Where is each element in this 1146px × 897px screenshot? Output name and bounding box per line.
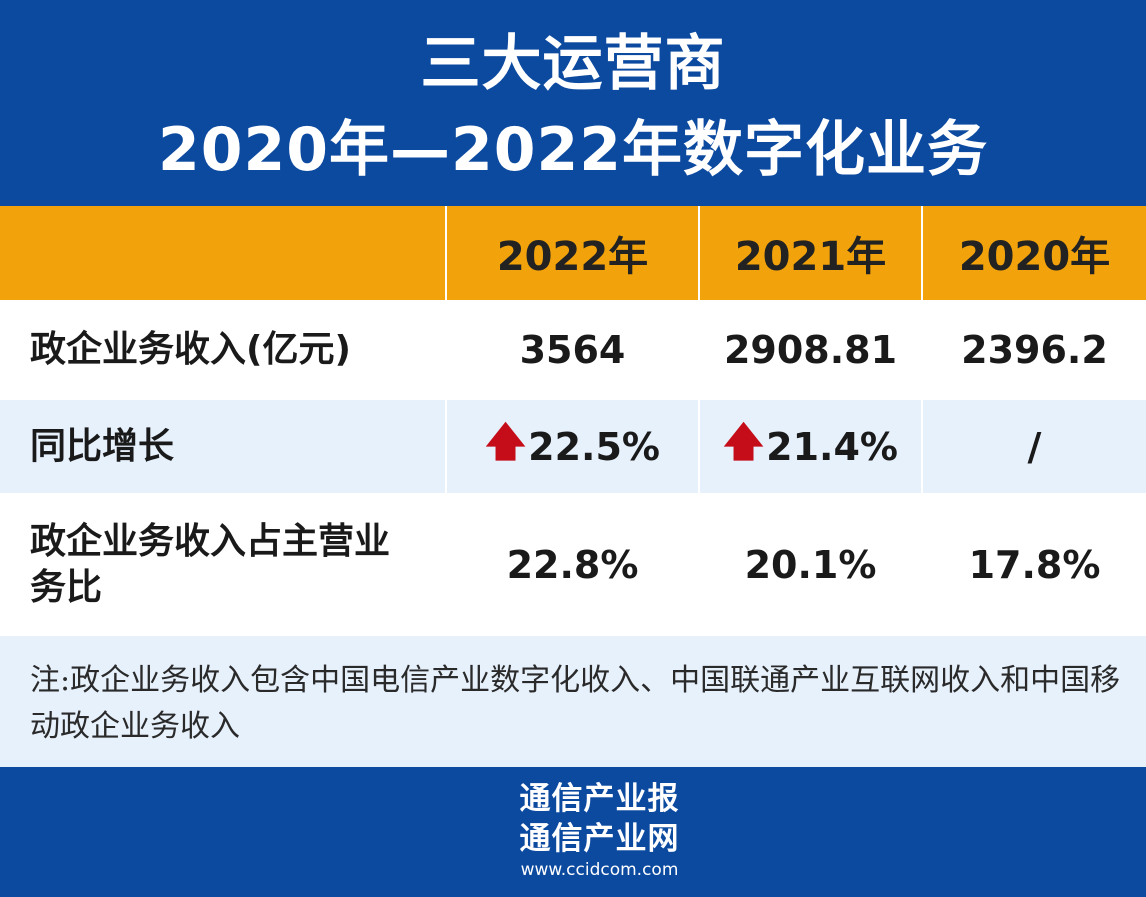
value-revenue-2022: 3564	[447, 302, 698, 398]
value-growth-2021: 21.4%	[766, 424, 898, 469]
arrow-up-icon: 🡅	[485, 418, 527, 465]
title-line-1: 三大运营商	[420, 29, 726, 99]
title-banner: 三大运营商 2020年—2022年数字化业务	[0, 0, 1146, 206]
header-cell-2022: 2022年	[447, 206, 698, 300]
footnote-text: 注:政企业务收入包含中国电信产业数字化收入、中国联通产业互联网收入和中国移动政企…	[30, 663, 1121, 744]
row-label-revenue: 政企业务收入(亿元)	[0, 302, 445, 398]
table-row-revenue: 政企业务收入(亿元) 3564 2908.81 2396.2	[0, 302, 1146, 398]
value-share-2022: 22.8%	[447, 495, 698, 634]
logo-line-2: 通信产业网	[519, 821, 680, 857]
value-share-2021: 20.1%	[700, 495, 921, 634]
arrow-up-icon: 🡅	[723, 418, 765, 465]
header-cell-2021: 2021年	[700, 206, 921, 300]
logo-line-1: 通信产业报	[519, 781, 680, 817]
row-label-growth: 同比增长	[0, 400, 445, 493]
table-header-row: 2022年 2021年 2020年	[0, 206, 1146, 300]
value-growth-2022: 22.5%	[528, 424, 660, 469]
header-cell-2020: 2020年	[923, 206, 1146, 300]
footer-banner: 通信产业报 通信产业网 www.ccidcom.com	[0, 767, 1146, 897]
row-label-share-text: 政企业务收入占主营业务比	[30, 520, 391, 608]
value-growth-2020: /	[923, 400, 1146, 493]
footnote: 注:政企业务收入包含中国电信产业数字化收入、中国联通产业互联网收入和中国移动政企…	[0, 636, 1146, 767]
logo-url: www.ccidcom.com	[520, 860, 679, 880]
table-row-share: 政企业务收入占主营业务比 22.8% 20.1% 17.8%	[0, 495, 1146, 634]
value-growth-2021-cell: 🡅 21.4%	[700, 400, 921, 493]
value-revenue-2021: 2908.81	[700, 302, 921, 398]
header-cell-empty	[0, 206, 445, 300]
publisher-logo: 通信产业报 通信产业网 www.ccidcom.com	[512, 779, 687, 881]
table-row-growth: 同比增长 🡅 22.5% 🡅 21.4% /	[0, 400, 1146, 493]
value-revenue-2020: 2396.2	[923, 302, 1146, 398]
title-line-2: 2020年—2022年数字化业务	[158, 115, 988, 185]
value-share-2020: 17.8%	[923, 495, 1146, 634]
row-label-share: 政企业务收入占主营业务比	[0, 495, 445, 634]
value-growth-2022-cell: 🡅 22.5%	[447, 400, 698, 493]
